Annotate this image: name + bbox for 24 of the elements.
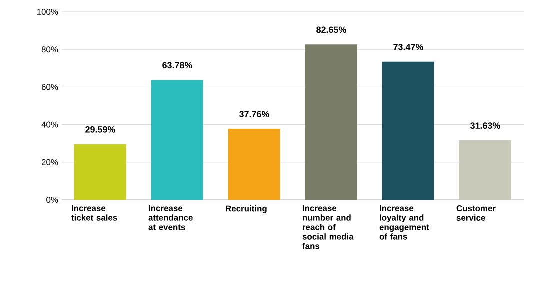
- data-label: 29.59%: [86, 126, 116, 133]
- y-tick-label: 20%: [42, 159, 58, 166]
- bar: [382, 62, 434, 200]
- y-tick-label: 0%: [46, 197, 58, 203]
- data-label: 73.47%: [394, 44, 424, 50]
- bar: [460, 140, 512, 200]
- bar: [74, 144, 126, 200]
- x-tick-label: Increase loyalty and engagement of fans: [380, 206, 430, 240]
- y-tick-label: 60%: [42, 84, 58, 90]
- x-tick-label: Recruiting: [226, 206, 267, 214]
- x-tick-label: Increase ticket sales: [72, 206, 118, 221]
- data-label: 63.78%: [162, 62, 192, 69]
- y-tick-label: 100%: [37, 9, 58, 15]
- bar: [152, 80, 204, 200]
- x-tick-label: Increase number and reach of social media fans: [302, 206, 354, 250]
- y-tick-label: 40%: [42, 122, 58, 128]
- x-tick-label: Customer service: [456, 206, 496, 221]
- y-tick-label: 80%: [42, 46, 58, 53]
- data-label: 31.63%: [470, 122, 500, 130]
- bar: [228, 129, 280, 200]
- data-label: 37.76%: [239, 111, 270, 118]
- x-tick-label: Increase attendance at events: [148, 206, 193, 230]
- bar: [306, 44, 358, 200]
- data-label: 82.65%: [316, 26, 346, 34]
